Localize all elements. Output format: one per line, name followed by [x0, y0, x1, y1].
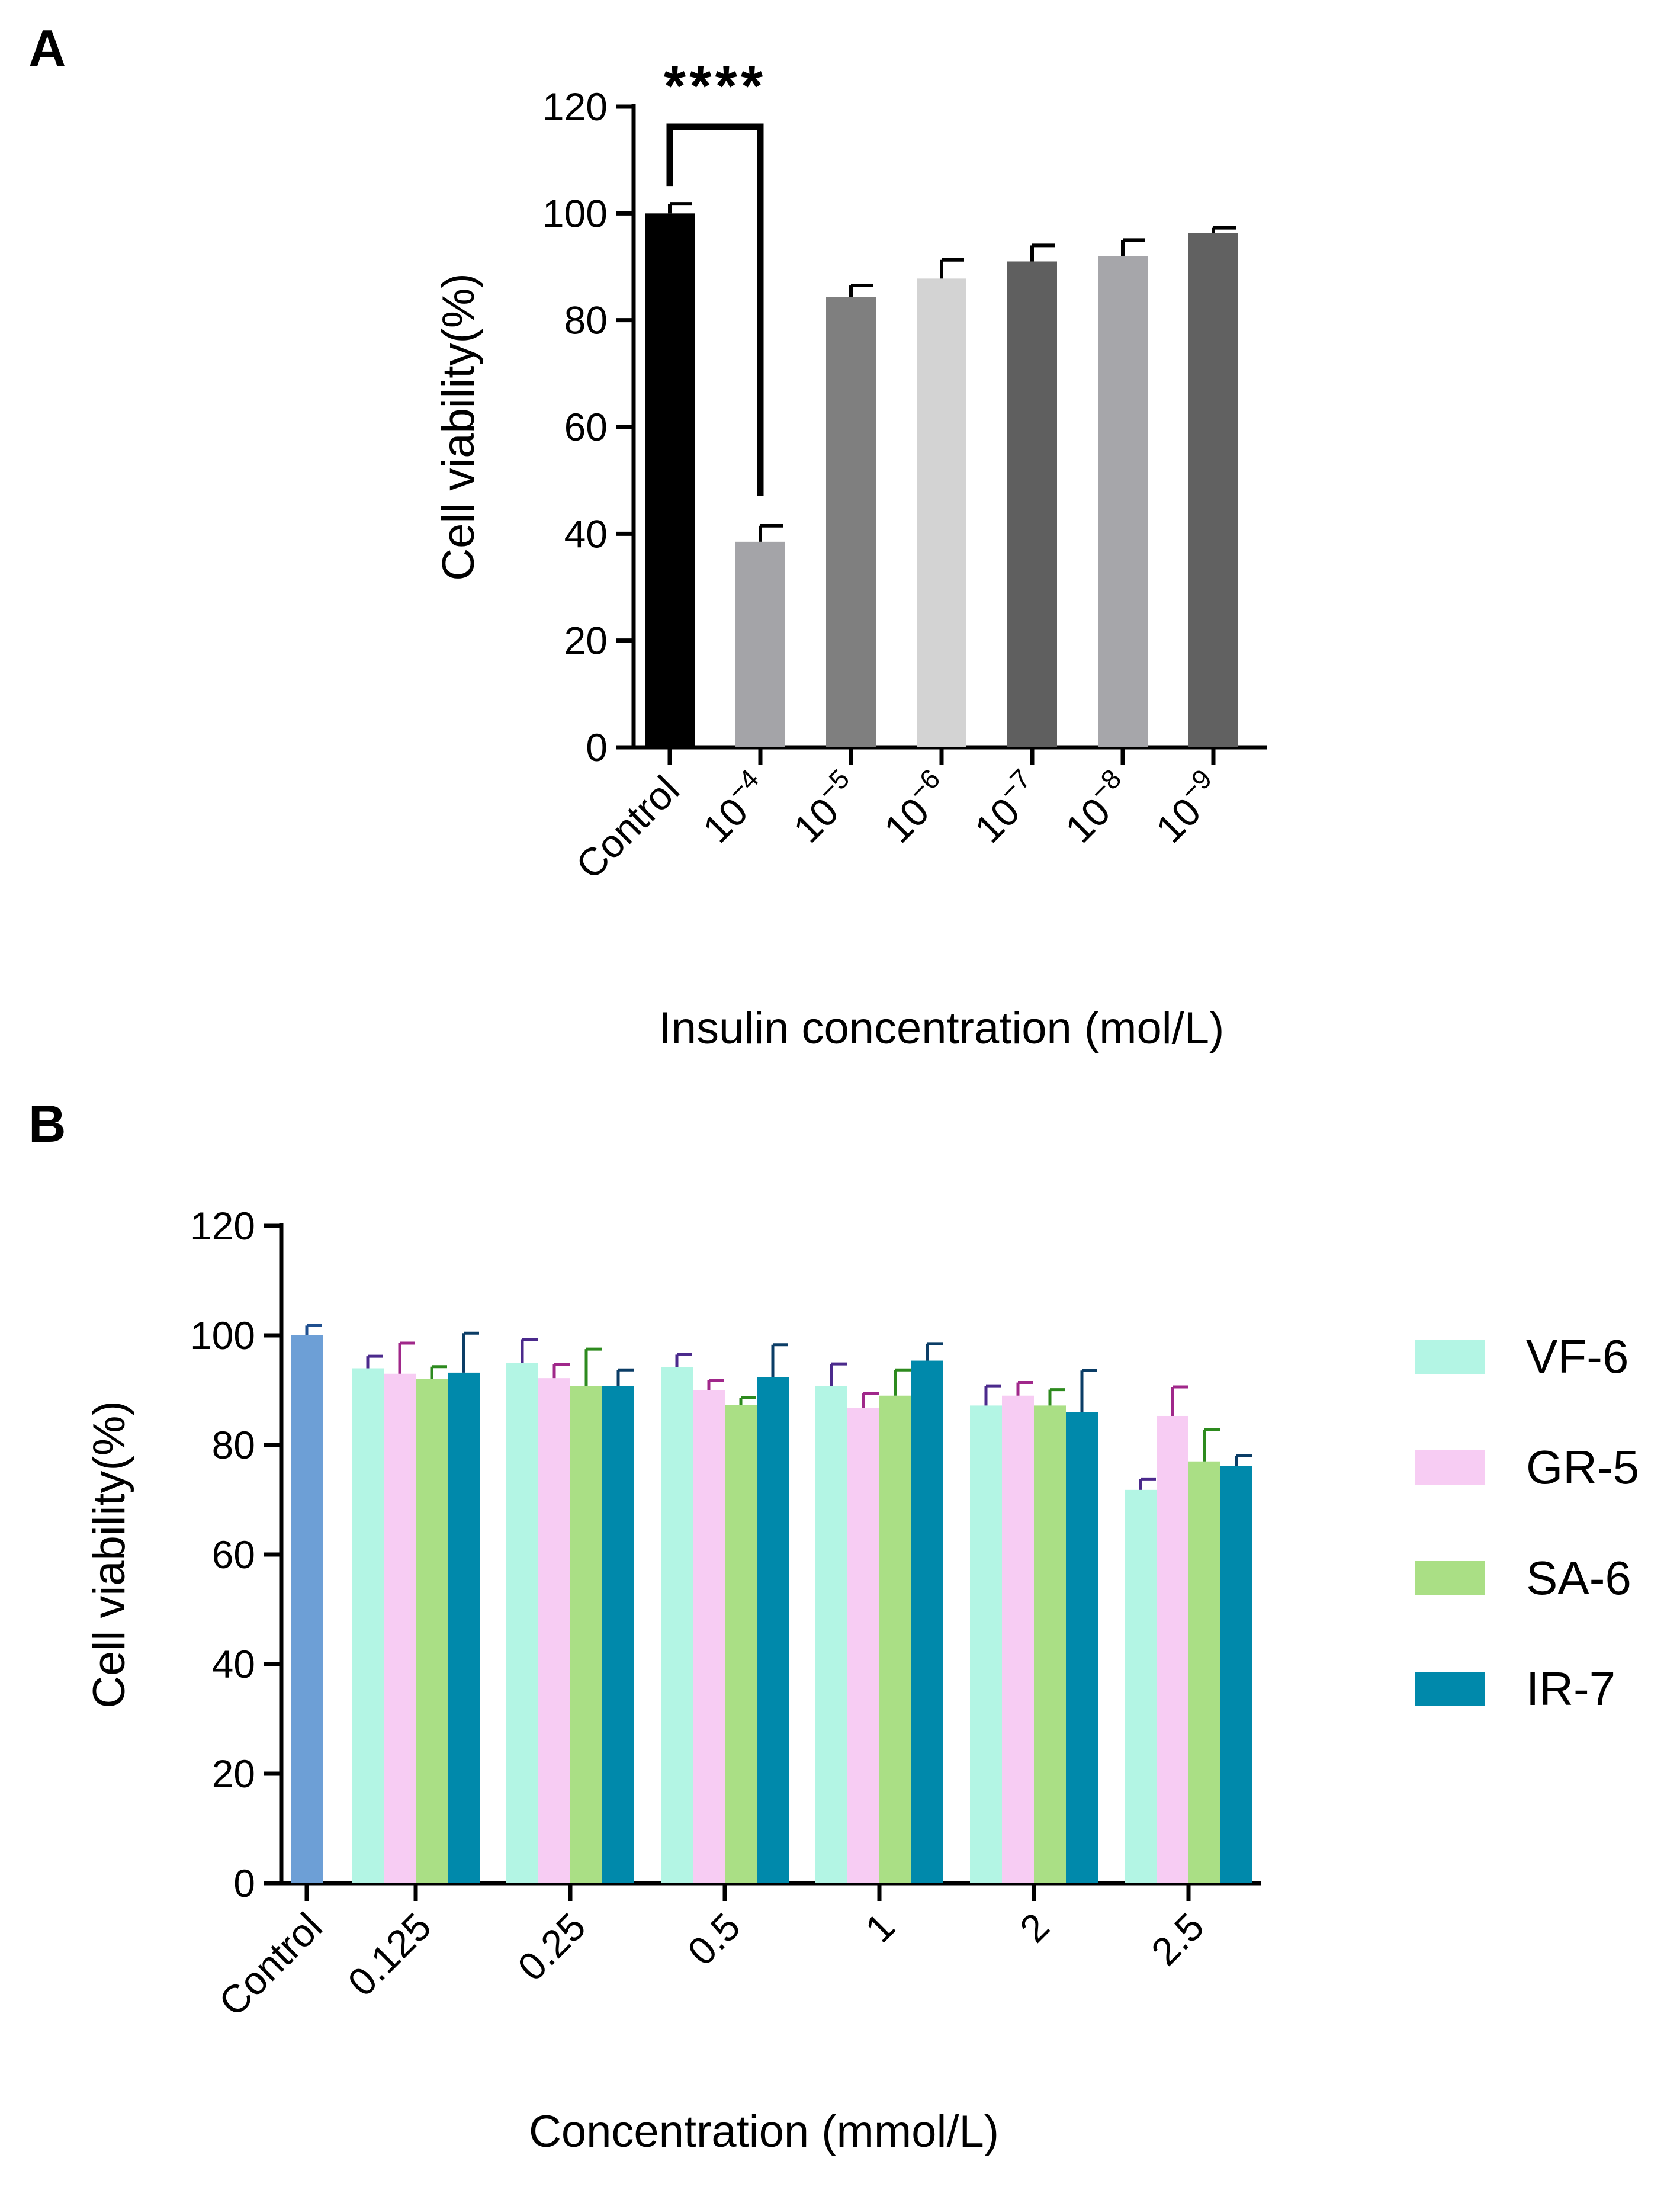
- legend-label: VF-6: [1526, 1330, 1628, 1383]
- chart-b-bar: [384, 1373, 416, 1883]
- chart-a-x-tick-label: 10−4: [690, 763, 778, 851]
- chart-b-bar: [506, 1363, 538, 1883]
- chart-b-x-tick-label: 2: [1011, 1905, 1058, 1951]
- chart-a-y-axis-title: Cell viability(%): [433, 273, 484, 580]
- chart-b-y-tick-label: 40: [212, 1642, 255, 1686]
- chart-b-bar: [602, 1386, 634, 1883]
- chart-b-bar: [847, 1408, 879, 1883]
- chart-a-x-tick-label: 10−8: [1052, 763, 1140, 851]
- legend-label: IR-7: [1526, 1662, 1615, 1715]
- chart-b-bar: [1220, 1466, 1252, 1883]
- chart-b-bar: [1034, 1405, 1066, 1883]
- significance-label: ****: [664, 54, 766, 118]
- chart-b-bar: [1188, 1461, 1220, 1883]
- chart-b-x-tick-label: 1: [857, 1905, 903, 1951]
- chart-b-x-ticks: Control 0.125 0.25 0.5 1 2 2.5: [210, 1883, 1212, 2024]
- chart-a-x-ticks: Control 10−410−510−610−710−810−9: [567, 747, 1231, 888]
- chart-a-y-tick-label: 120: [542, 85, 608, 129]
- chart-b-bar: [1125, 1489, 1157, 1883]
- chart-b-x-tick-label: 0.125: [339, 1905, 439, 2005]
- chart-a-significance: ****: [664, 54, 766, 496]
- chart-b-x-tick-label: 0.25: [509, 1905, 594, 1989]
- chart-b-y-axis-title: Cell viability(%): [84, 1401, 134, 1708]
- chart-b-y-tick-label: 100: [190, 1314, 255, 1357]
- chart-a-y-tick-label: 100: [542, 191, 608, 235]
- chart-b-x-axis-title: Concentration (mmol/L): [529, 2106, 999, 2157]
- chart-a-bars: [645, 213, 1238, 747]
- chart-b-legend: VF-6 GR-5 SA-6 IR-7: [1415, 1330, 1639, 1715]
- significance-bracket: [666, 123, 764, 496]
- chart-a-bar: [917, 278, 966, 747]
- panel-a-label: A: [28, 19, 66, 78]
- chart-b-y-tick-label: 120: [190, 1204, 255, 1248]
- legend-swatch: [1415, 1340, 1485, 1374]
- chart-b-bar: [879, 1395, 911, 1883]
- chart-b-bar: [661, 1367, 693, 1883]
- chart-a-error-bars: [668, 202, 1236, 542]
- panel-b-label: B: [28, 1094, 66, 1153]
- chart-b-bar: [570, 1386, 602, 1883]
- chart-a-x-tick-label: 10−6: [871, 763, 959, 851]
- chart-b-bar: [291, 1335, 323, 1883]
- chart-a-bar: [1188, 233, 1238, 747]
- chart-b-bar: [970, 1405, 1002, 1883]
- chart-b: 0 20 40 60 80 100 120 Control 0.125 0.25 0.5 1 2 2.5…: [84, 1204, 1639, 2157]
- chart-a-x-axis-title: Insulin concentration (mol/L): [659, 1003, 1225, 1054]
- chart-b-bar: [725, 1405, 757, 1883]
- chart-b-x-tick-label: Control: [210, 1905, 330, 2025]
- chart-b-x-tick-label: 2.5: [1143, 1905, 1212, 1974]
- legend-swatch: [1415, 1561, 1485, 1595]
- chart-b-error-bars: [305, 1324, 1252, 1490]
- chart-b-bar: [757, 1377, 789, 1883]
- chart-a-x-tick-label: Control: [567, 767, 688, 888]
- chart-b-bar: [1157, 1415, 1188, 1883]
- chart-a-y-tick-label: 0: [586, 725, 608, 769]
- chart-b-bar: [815, 1386, 847, 1883]
- chart-a-x-tick-label: 10−9: [1143, 763, 1231, 851]
- chart-b-bar: [1002, 1395, 1034, 1883]
- chart-b-bar: [693, 1390, 725, 1883]
- chart-a-y-tick-label: 80: [564, 298, 608, 342]
- chart-a-bar: [1007, 261, 1057, 747]
- chart-a-x-tick-text: Control: [567, 767, 688, 888]
- chart-a-y-tick-label: 60: [564, 405, 608, 449]
- chart-b-y-tick-label: 80: [212, 1423, 255, 1467]
- chart-a-y-tick-label: 40: [564, 512, 608, 555]
- chart-a-x-tick-label: 10−7: [962, 763, 1049, 851]
- chart-b-bar: [352, 1368, 384, 1883]
- chart-a-bar: [1098, 256, 1148, 747]
- chart-b-y-ticks: 0 20 40 60 80 100 120: [190, 1204, 281, 1905]
- chart-a-y-ticks: 0 20 40 60 80 100 120: [542, 85, 634, 769]
- chart-a-y-tick-label: 20: [564, 619, 608, 663]
- chart-b-bar: [416, 1379, 448, 1883]
- chart-a-bar: [735, 541, 785, 747]
- legend-swatch: [1415, 1450, 1485, 1485]
- legend-label: GR-5: [1526, 1441, 1639, 1494]
- chart-b-bar: [538, 1378, 570, 1883]
- legend-swatch: [1415, 1672, 1485, 1706]
- chart-b-bar: [1066, 1412, 1098, 1883]
- chart-b-y-tick-label: 0: [233, 1861, 255, 1905]
- legend-label: SA-6: [1526, 1552, 1631, 1604]
- chart-b-y-tick-label: 60: [212, 1533, 255, 1576]
- chart-b-bar: [448, 1372, 480, 1883]
- chart-a-x-tick-label: 10−5: [780, 763, 868, 851]
- chart-b-y-tick-label: 20: [212, 1752, 255, 1796]
- chart-b-bar: [911, 1360, 943, 1883]
- chart-a-bar: [645, 213, 695, 747]
- chart-b-bars: [291, 1335, 1252, 1883]
- chart-b-x-tick-label: 0.5: [679, 1905, 749, 1974]
- chart-a-bar: [826, 297, 876, 747]
